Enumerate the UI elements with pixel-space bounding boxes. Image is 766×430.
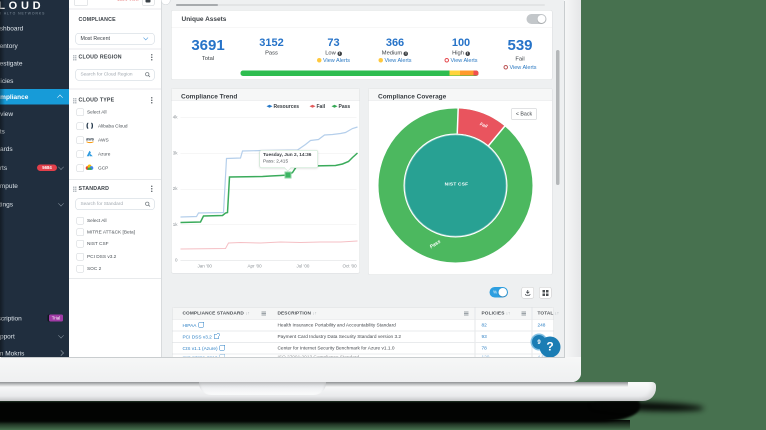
svg-text:Fail: Fail: [317, 104, 326, 110]
svg-text:aws: aws: [86, 137, 95, 142]
svg-text:Pass: Pass: [429, 239, 442, 250]
svg-text:Pass: Pass: [339, 104, 351, 110]
svg-text:NIST CSF: NIST CSF: [445, 182, 469, 188]
svg-text:Resources: Resources: [274, 104, 300, 110]
svg-text:Fail: Fail: [479, 121, 489, 129]
